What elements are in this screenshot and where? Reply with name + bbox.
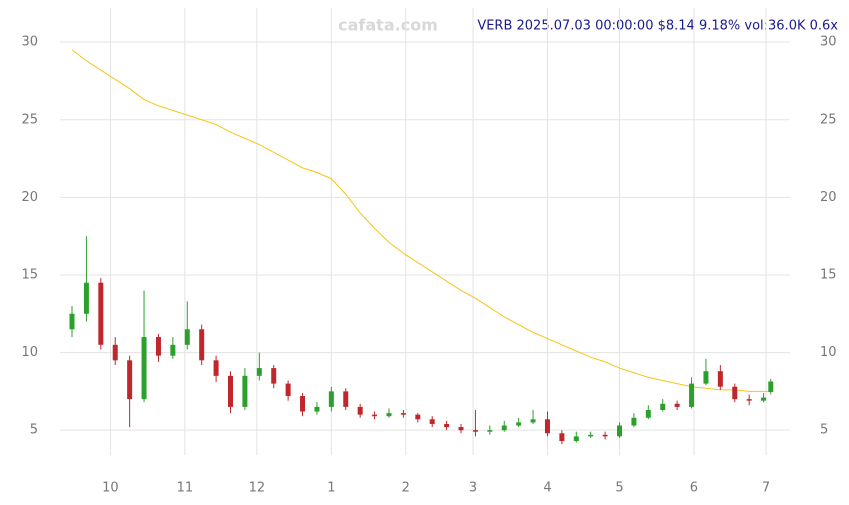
watermark: cafata.com <box>338 16 438 35</box>
candle-body <box>458 427 464 431</box>
candle-body <box>487 430 493 432</box>
y-tick-label-right: 5 <box>820 423 828 438</box>
y-tick-label: 25 <box>21 112 38 127</box>
x-tick-label: 2 <box>402 481 410 496</box>
y-tick-label: 5 <box>30 423 38 438</box>
y-tick-label-right: 10 <box>820 345 837 360</box>
candle-body <box>285 383 291 397</box>
candle-body <box>689 383 695 407</box>
candle-body <box>732 386 738 400</box>
candle-body <box>155 337 161 356</box>
x-tick-label: 4 <box>543 481 551 496</box>
candle-body <box>768 381 774 392</box>
candle-body <box>112 344 118 361</box>
candle-body <box>717 371 723 387</box>
candle-body <box>444 423 450 428</box>
y-tick-label: 15 <box>21 267 38 282</box>
candle-body <box>660 403 666 410</box>
candle-body <box>602 434 608 437</box>
candle-body <box>199 329 205 361</box>
candle-body <box>343 391 349 407</box>
candle-body <box>98 282 104 345</box>
candle-body <box>271 368 277 384</box>
chart-title: VERB 2025.07.03 00:00:00 $8.14 9.18% vol… <box>477 19 838 34</box>
candle-body <box>314 406 320 412</box>
x-tick-label: 11 <box>177 481 194 496</box>
y-tick-label-right: 15 <box>820 267 837 282</box>
candle-body <box>746 399 752 401</box>
candle-body <box>83 282 89 314</box>
y-tick-label: 30 <box>21 35 38 50</box>
candle-body <box>127 360 133 400</box>
candle-body <box>372 414 378 417</box>
y-tick-label: 10 <box>21 345 38 360</box>
candle-body <box>544 419 550 434</box>
y-tick-label-right: 30 <box>820 35 837 50</box>
candle-body <box>300 396 306 412</box>
candle-body <box>645 409 651 418</box>
candle-body <box>386 413 392 417</box>
candle-body <box>227 375 233 407</box>
candle-body <box>170 344 176 356</box>
x-tick-label: 5 <box>615 481 623 496</box>
candle-body <box>213 360 219 376</box>
candle-body <box>588 434 594 437</box>
candle-body <box>516 422 522 426</box>
candle-body <box>530 419 536 423</box>
candle-body <box>184 329 190 345</box>
y-tick-label: 20 <box>21 190 38 205</box>
x-tick-label: 6 <box>690 481 698 496</box>
candle-body <box>472 430 478 432</box>
candle-body <box>69 313 75 330</box>
y-tick-label-right: 25 <box>820 112 837 127</box>
candle-body <box>501 425 507 431</box>
candle-body <box>415 414 421 420</box>
candle-body <box>357 406 363 415</box>
candle-body <box>429 419 435 424</box>
candle-body <box>674 403 680 407</box>
x-tick-label: 3 <box>469 481 477 496</box>
candle-body <box>761 397 767 401</box>
moving-average <box>71 49 771 392</box>
candle-body <box>573 436 579 442</box>
x-tick-label: 12 <box>249 481 266 496</box>
x-tick-label: 1 <box>327 481 335 496</box>
x-tick-label: 7 <box>762 481 770 496</box>
candle-body <box>559 433 565 442</box>
x-tick-label: 10 <box>102 481 119 496</box>
candle-body <box>631 417 637 426</box>
candle-body <box>703 371 709 384</box>
candle-body <box>141 337 147 400</box>
y-tick-label-right: 20 <box>820 190 837 205</box>
candle-body <box>242 375 248 407</box>
candle-body <box>256 368 262 376</box>
candle-body <box>617 425 623 437</box>
candle-body <box>328 391 334 407</box>
candle-body <box>400 413 406 415</box>
